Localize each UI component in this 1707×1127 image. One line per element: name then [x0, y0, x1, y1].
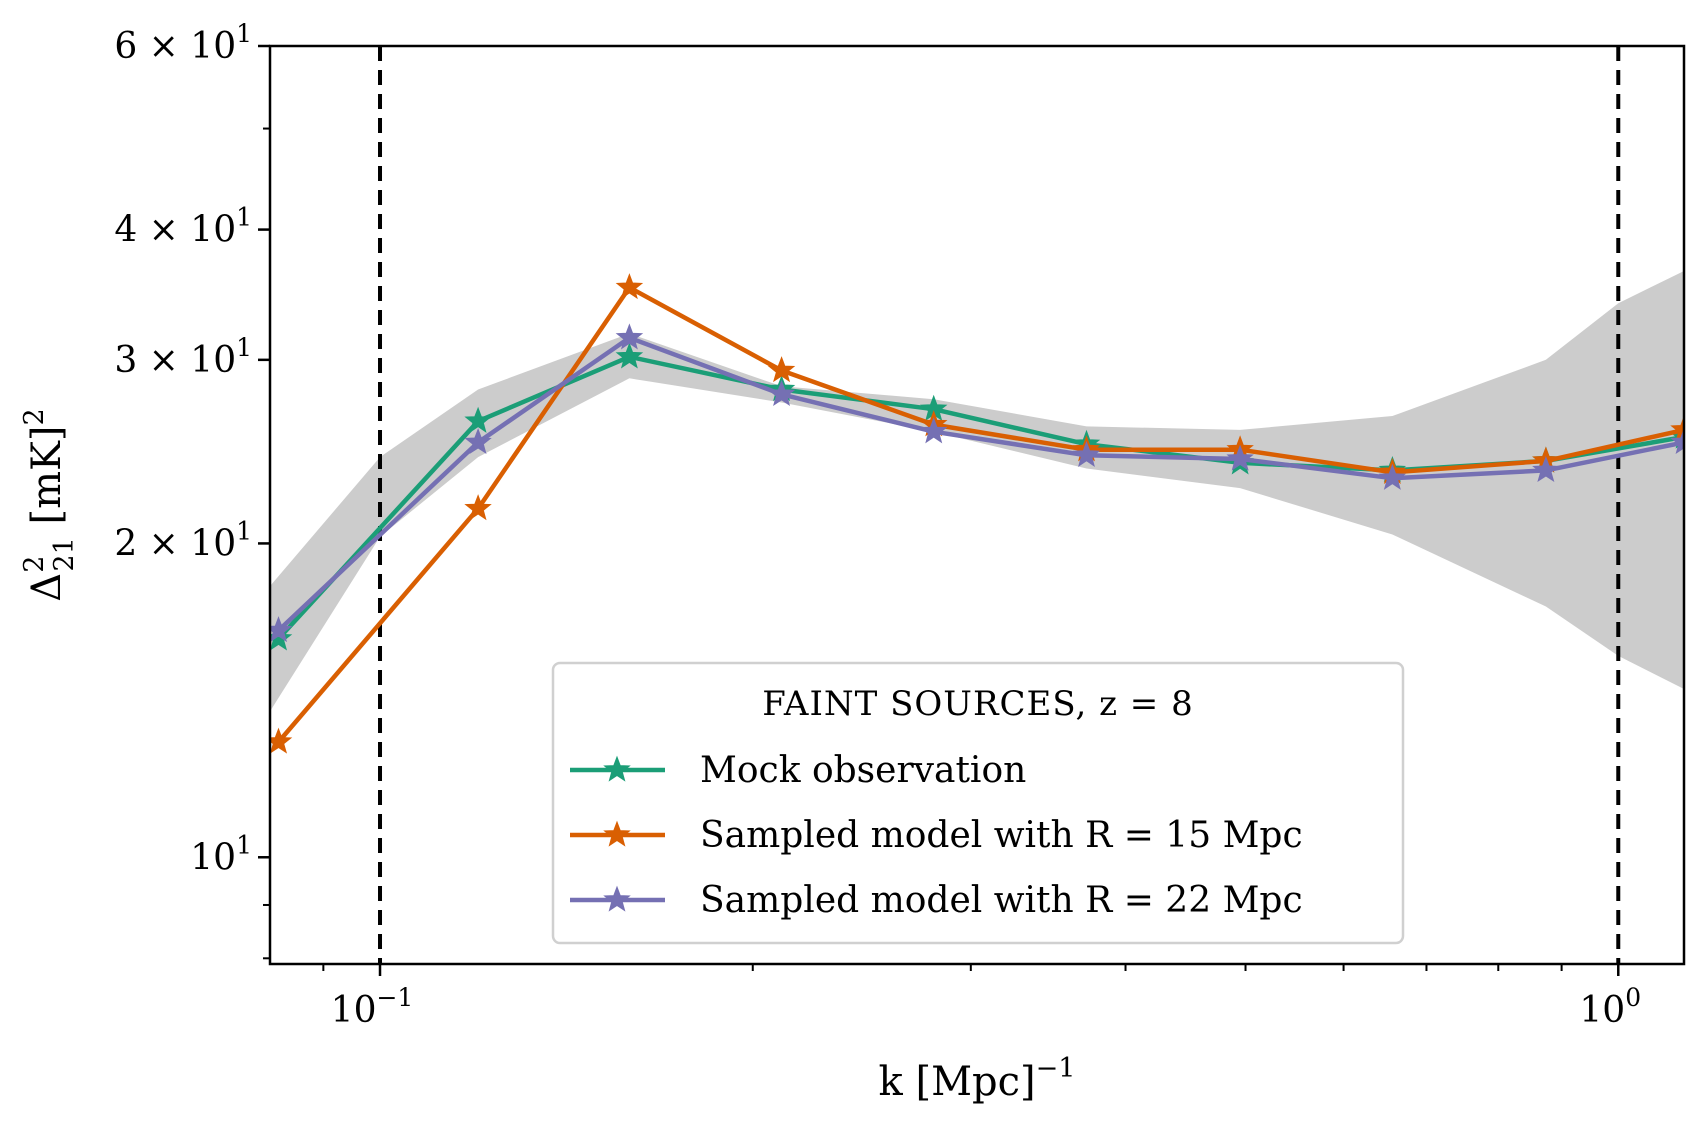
- y-axis-label: Δ221 [mK]2: [19, 408, 80, 601]
- data-point-marker: [767, 379, 796, 406]
- y-tick-label: 6 × 101: [114, 19, 252, 67]
- legend: FAINT SOURCES, z = 8 Mock observation Sam…: [551, 661, 1405, 945]
- data-point-marker: [1670, 427, 1684, 455]
- legend-label: Sampled model with R = 22 Mpc: [700, 880, 1303, 921]
- y-tick-label: 101: [190, 830, 252, 878]
- y-tick-label: 3 × 101: [114, 333, 252, 381]
- data-point-marker: [919, 417, 948, 444]
- data-point-marker: [767, 356, 796, 383]
- confidence-band: [270, 271, 1684, 712]
- data-point-marker: [615, 273, 644, 300]
- vertical-lines-layer: [378, 46, 1621, 964]
- data-point-marker: [464, 494, 492, 521]
- series-line: [276, 285, 1684, 744]
- legend-marker: [603, 820, 631, 847]
- legend-marker: [603, 755, 631, 782]
- legend-title: FAINT SOURCES, z = 8: [762, 684, 1193, 724]
- legend-entries: Mock observation Sampled model with R = 1…: [570, 750, 1303, 921]
- data-point-marker: [1670, 415, 1684, 442]
- x-tick-label: 100: [1579, 983, 1641, 1031]
- x-axis-label: k [Mpc]−1: [879, 1053, 1076, 1105]
- data-point-marker: [615, 342, 644, 369]
- legend-entry: Mock observation: [570, 750, 1026, 791]
- series-line: [276, 335, 1684, 633]
- data-point-marker: [1072, 440, 1101, 467]
- data-point-marker: [270, 616, 293, 643]
- legend-label: Mock observation: [700, 750, 1026, 791]
- y-tick-label: 4 × 101: [114, 203, 252, 251]
- legend-label: Sampled model with R = 15 Mpc: [700, 815, 1303, 856]
- y-tick-label: 2 × 101: [114, 516, 252, 564]
- legend-marker: [603, 885, 631, 912]
- series-layer: [270, 273, 1684, 754]
- data-point-marker: [1378, 463, 1407, 490]
- series-3: [270, 323, 1684, 643]
- data-point-marker: [270, 727, 293, 754]
- plot-frame: [268, 44, 1686, 966]
- data-point-marker: [1226, 444, 1254, 471]
- ticks-layer: [258, 44, 1620, 976]
- legend-entry: Sampled model with R = 15 Mpc: [570, 815, 1303, 856]
- data-point-marker: [464, 406, 492, 433]
- x-tick-label: 10−1: [331, 983, 414, 1031]
- data-point-marker: [1532, 455, 1560, 483]
- confidence-band-layer: [270, 271, 1684, 712]
- data-point-marker: [615, 323, 644, 350]
- legend-box: [551, 661, 1405, 945]
- data-point-marker: [464, 427, 492, 455]
- tick-labels-layer: 101 2 × 101 3 × 101 4 × 101 6 × 101 10−1 100: [114, 19, 1641, 1031]
- legend-entry: Sampled model with R = 22 Mpc: [570, 880, 1303, 921]
